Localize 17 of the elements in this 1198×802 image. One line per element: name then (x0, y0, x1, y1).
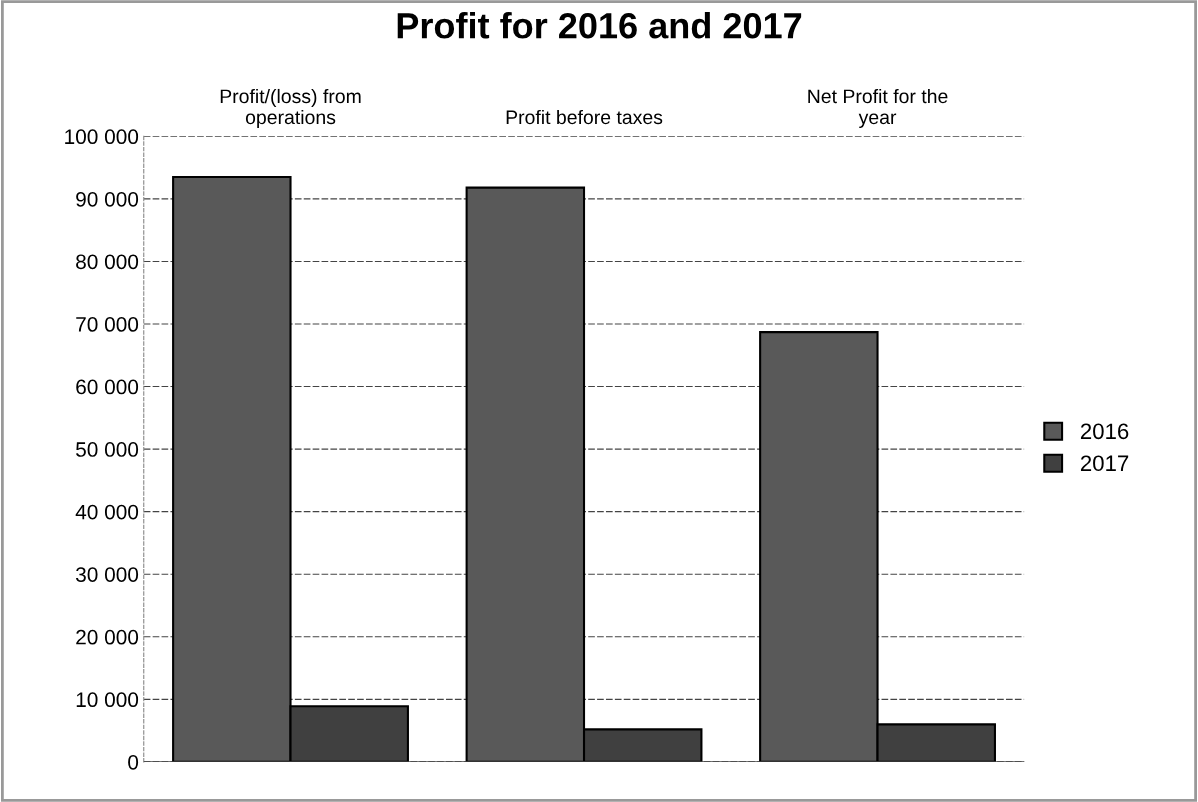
y-tick-label: 60 000 (76, 379, 139, 395)
y-tick-label: 80 000 (76, 254, 139, 270)
y-tick-label: 20 000 (76, 629, 139, 645)
y-tick-label: 40 000 (75, 504, 139, 520)
x-tick-label: Net Profit for the year (808, 88, 948, 129)
y-tick-label: 30 000 (75, 567, 139, 582)
x-tick-label: Profit/(loss) from operations (220, 88, 361, 129)
y-tick-label: 10 000 (76, 692, 139, 708)
y-tick-label: 70 000 (76, 317, 139, 332)
x-tick-label: Profit before taxes (506, 109, 663, 125)
legend-label: 2017 (1080, 455, 1129, 472)
y-tick-label: 100 000 (65, 129, 139, 145)
chart-title: Profit for 2016 and 2017 (397, 12, 802, 39)
y-tick-label: 50 000 (76, 442, 139, 457)
y-tick-label: 90 000 (76, 191, 139, 207)
legend-label: 2016 (1080, 423, 1129, 440)
y-tick-label: 0 (128, 754, 139, 770)
